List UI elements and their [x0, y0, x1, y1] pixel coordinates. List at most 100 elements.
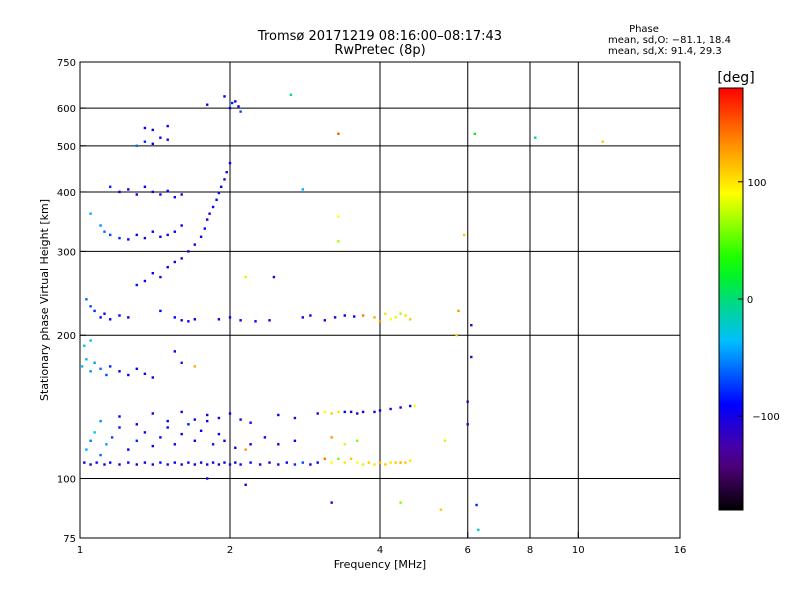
data-point	[249, 443, 252, 446]
data-point	[466, 423, 469, 426]
data-point	[285, 461, 288, 464]
data-point	[135, 144, 138, 147]
data-point	[187, 461, 190, 464]
data-point	[103, 463, 106, 466]
data-point	[206, 477, 209, 480]
data-point	[109, 318, 112, 321]
y-tick-label: 300	[57, 247, 76, 258]
data-point	[159, 136, 162, 139]
data-point	[83, 344, 86, 347]
data-point	[173, 316, 176, 319]
data-point	[118, 370, 121, 373]
data-point	[109, 461, 112, 464]
data-point	[330, 501, 333, 504]
data-point	[316, 461, 319, 464]
data-point	[187, 320, 190, 323]
data-point	[105, 443, 108, 446]
stats-heading: Phase	[629, 24, 659, 35]
chart-title: Tromsø 20171219 08:16:00–08:17:43	[257, 29, 502, 44]
data-point	[323, 410, 326, 414]
stats-line-x: mean, sd,X: 91.4, 29.3	[608, 46, 722, 57]
data-point	[234, 100, 237, 103]
data-point	[159, 235, 162, 238]
x-tick-label: 1	[77, 545, 83, 556]
data-point	[361, 314, 365, 317]
data-point	[234, 446, 237, 449]
data-point	[301, 188, 304, 191]
data-point	[135, 463, 138, 466]
data-point	[180, 257, 183, 260]
data-point	[409, 404, 412, 408]
data-point	[151, 190, 154, 194]
data-point	[301, 461, 304, 464]
y-tick-label: 500	[57, 142, 76, 153]
data-point	[399, 501, 402, 504]
data-point	[356, 439, 359, 442]
data-point	[404, 314, 407, 317]
data-point	[135, 233, 138, 237]
data-point	[534, 136, 537, 139]
data-point	[166, 426, 169, 429]
data-point	[343, 314, 346, 317]
stats-line-o: mean, sd,O: −81.1, 18.4	[608, 35, 731, 46]
data-point	[211, 205, 215, 209]
x-tick-label: 2	[227, 545, 233, 556]
data-point	[373, 316, 376, 319]
data-point	[239, 463, 242, 466]
data-point	[373, 463, 376, 466]
data-point	[159, 461, 162, 464]
data-point	[223, 439, 226, 442]
data-point	[220, 185, 223, 188]
data-point	[151, 230, 154, 233]
data-point	[187, 250, 190, 253]
data-point	[333, 316, 337, 319]
data-point	[206, 103, 209, 106]
data-point	[457, 309, 460, 313]
data-point	[193, 463, 196, 466]
data-point	[143, 461, 147, 464]
data-point	[301, 316, 304, 319]
data-point	[316, 412, 319, 415]
grid-lines	[80, 62, 680, 538]
data-point	[206, 413, 209, 417]
data-point	[217, 463, 221, 466]
data-point	[173, 230, 176, 233]
data-point	[384, 463, 387, 466]
data-point	[143, 126, 147, 130]
x-axis-ticks: 1 2 4 6 8 10 16	[77, 532, 686, 556]
data-point	[89, 370, 92, 373]
data-point	[118, 314, 121, 317]
data-point	[330, 461, 333, 464]
data-point	[85, 298, 88, 301]
data-point	[217, 432, 221, 436]
data-point	[389, 318, 392, 321]
data-point	[466, 400, 469, 403]
data-point	[193, 318, 196, 321]
data-point	[135, 439, 138, 442]
data-point	[95, 461, 98, 464]
data-point	[378, 461, 382, 464]
data-point	[244, 483, 247, 486]
data-point	[217, 318, 221, 321]
x-axis-label: Frequency [MHz]	[334, 558, 426, 571]
x-tick-label: 8	[527, 545, 533, 556]
data-point	[166, 463, 169, 466]
data-point	[225, 171, 228, 174]
data-point	[93, 309, 96, 313]
data-point	[193, 365, 196, 368]
data-point	[309, 463, 312, 466]
y-tick-label: 200	[57, 331, 76, 342]
data-point	[206, 419, 209, 423]
data-point	[180, 432, 183, 436]
data-point	[180, 463, 183, 466]
data-point	[268, 319, 271, 322]
data-point	[159, 275, 162, 279]
data-point	[118, 190, 121, 194]
data-point	[180, 193, 183, 196]
data-point	[443, 439, 447, 442]
data-point	[223, 178, 226, 181]
data-point	[384, 312, 387, 315]
data-point	[259, 463, 262, 466]
data-point	[143, 140, 147, 143]
